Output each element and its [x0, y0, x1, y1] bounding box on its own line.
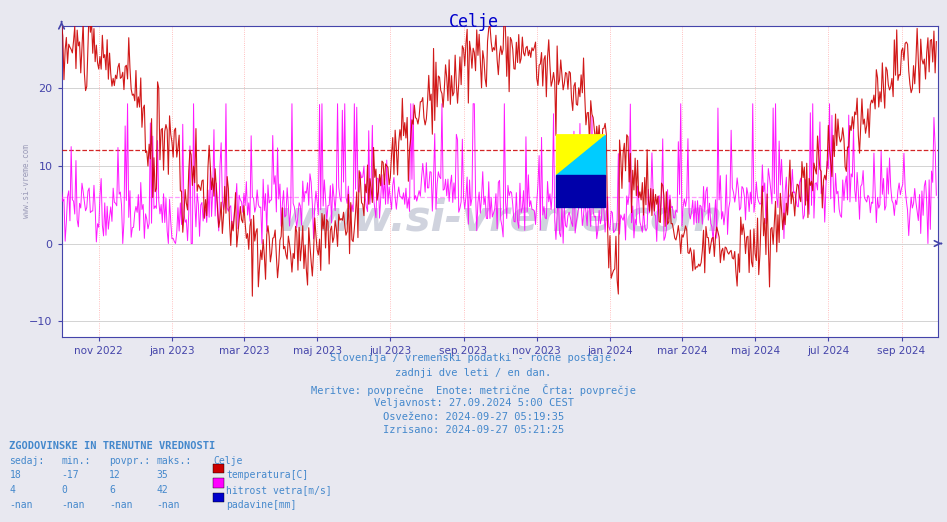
Text: Celje: Celje — [449, 13, 498, 31]
Text: 6: 6 — [109, 485, 115, 495]
Polygon shape — [557, 135, 604, 175]
Text: hitrost vetra[m/s]: hitrost vetra[m/s] — [226, 485, 332, 495]
Text: www.si-vreme.com: www.si-vreme.com — [22, 145, 31, 218]
Text: maks.:: maks.: — [156, 456, 191, 466]
Text: min.:: min.: — [62, 456, 91, 466]
Text: Osveženo: 2024-09-27 05:19:35: Osveženo: 2024-09-27 05:19:35 — [383, 412, 564, 422]
Text: 0: 0 — [62, 485, 67, 495]
Text: 35: 35 — [156, 470, 168, 480]
Text: -nan: -nan — [62, 500, 85, 509]
Text: padavine[mm]: padavine[mm] — [226, 500, 296, 509]
Text: Veljavnost: 27.09.2024 5:00 CEST: Veljavnost: 27.09.2024 5:00 CEST — [373, 398, 574, 408]
Text: 12: 12 — [109, 470, 120, 480]
Text: Izrisano: 2024-09-27 05:21:25: Izrisano: 2024-09-27 05:21:25 — [383, 425, 564, 435]
Text: 4: 4 — [9, 485, 15, 495]
Text: -nan: -nan — [109, 500, 133, 509]
Text: 18: 18 — [9, 470, 21, 480]
Text: sedaj:: sedaj: — [9, 456, 45, 466]
Text: zadnji dve leti / en dan.: zadnji dve leti / en dan. — [396, 368, 551, 378]
Text: www.si-vreme.com: www.si-vreme.com — [277, 198, 722, 240]
Text: -nan: -nan — [9, 500, 33, 509]
Text: -nan: -nan — [156, 500, 180, 509]
Polygon shape — [557, 135, 604, 175]
Text: -17: -17 — [62, 470, 80, 480]
Bar — [557, 175, 604, 207]
Text: Meritve: povprečne  Enote: metrične  Črta: povprečje: Meritve: povprečne Enote: metrične Črta:… — [311, 384, 636, 396]
Text: 42: 42 — [156, 485, 168, 495]
Text: povpr.:: povpr.: — [109, 456, 150, 466]
Text: ZGODOVINSKE IN TRENUTNE VREDNOSTI: ZGODOVINSKE IN TRENUTNE VREDNOSTI — [9, 441, 216, 451]
Text: Slovenija / vremenski podatki - ročne postaje.: Slovenija / vremenski podatki - ročne po… — [330, 352, 617, 363]
Text: temperatura[C]: temperatura[C] — [226, 470, 309, 480]
Text: Celje: Celje — [213, 456, 242, 466]
